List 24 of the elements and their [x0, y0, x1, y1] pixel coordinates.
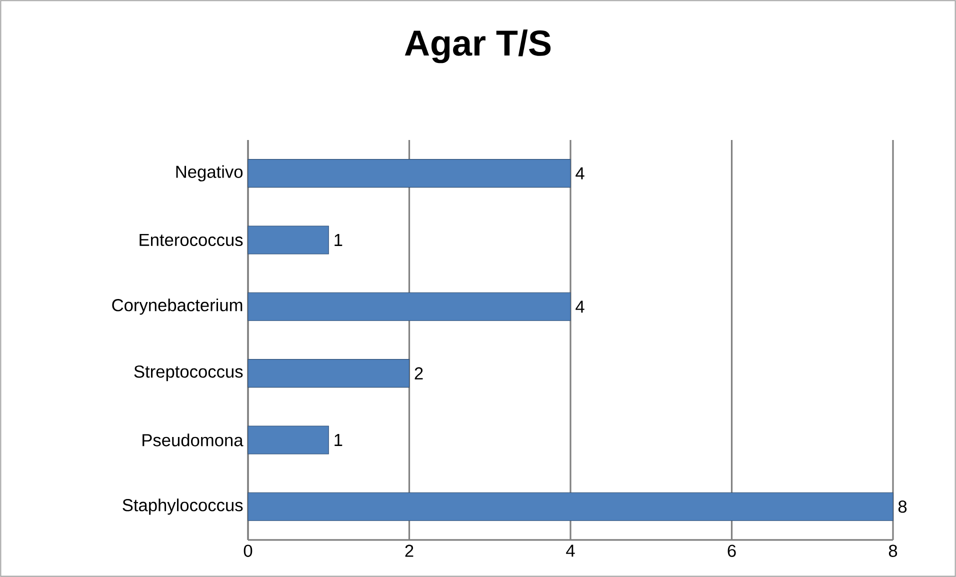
bar [248, 226, 329, 254]
bar [248, 292, 571, 321]
y-tick-label: Corynebacterium [112, 298, 242, 315]
x-tick-label: 6 [728, 544, 736, 557]
data-label: 2 [414, 367, 423, 380]
data-label: 8 [898, 500, 907, 513]
bar [248, 426, 329, 454]
chart-title: Agar T/S [404, 29, 551, 64]
y-tick-label: Negativo [176, 165, 243, 182]
y-tick-label: Pseudomona [142, 434, 244, 446]
x-tick-label: 2 [405, 544, 414, 557]
data-label: 4 [576, 300, 584, 313]
bar [248, 159, 571, 188]
data-label: 4 [576, 167, 584, 180]
data-label: 1 [334, 234, 342, 246]
x-tick-label: 0 [244, 544, 252, 557]
data-label: 1 [334, 434, 342, 446]
x-tick-label: 4 [566, 544, 575, 557]
y-tick-label: Staphylococcus [122, 498, 243, 515]
y-tick-label: Enterococcus [140, 234, 243, 246]
y-tick-label: Streptococcus [134, 365, 243, 382]
bar [248, 492, 894, 521]
x-tick-label: 8 [888, 544, 898, 557]
bar [248, 359, 410, 388]
